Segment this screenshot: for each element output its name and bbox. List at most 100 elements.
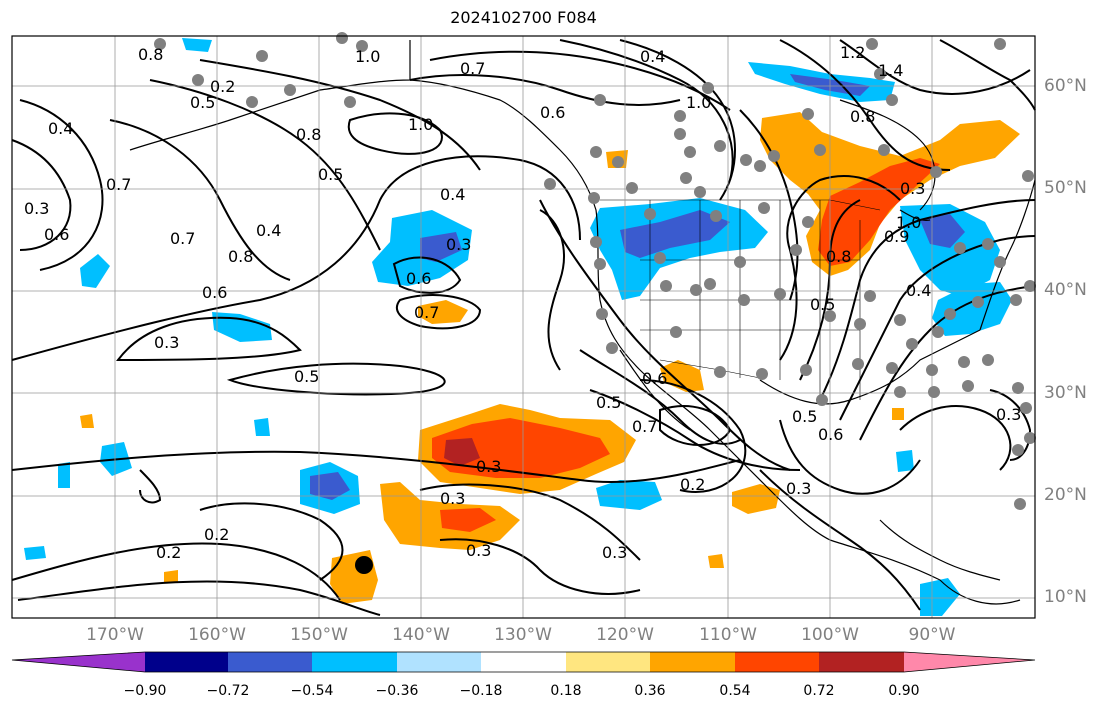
colorbar-segment: [735, 652, 819, 672]
contour-line: [199, 59, 481, 171]
lon-label: 160°W: [188, 625, 246, 645]
contour-line: [589, 389, 801, 471]
contour-label: 0.8: [138, 45, 163, 64]
contour-line: [11, 450, 741, 483]
contour-label: 0.3: [440, 489, 465, 508]
colorbar-segment: [228, 652, 312, 672]
coastline-greatlakes: [899, 209, 931, 221]
colorbar-tick-label: 0.18: [550, 683, 582, 699]
coastline-central-america: [879, 519, 1001, 581]
contour-label: 1.2: [840, 43, 865, 62]
contour-line: [939, 39, 1036, 111]
contour-line: [539, 209, 565, 371]
shade-blue-east-us-core: [920, 214, 965, 248]
contour-lines-layer: [11, 39, 1036, 616]
shade-blue-pacific-mid-core: [420, 232, 462, 262]
contour-label: 0.7: [106, 175, 131, 194]
contour-label: 0.8: [850, 107, 875, 126]
contour-label: 0.3: [786, 479, 811, 498]
shade-blue-subtrop-3: [24, 546, 46, 560]
contour-label: 0.6: [202, 283, 227, 302]
shade-blue-subtrop-2: [58, 462, 70, 488]
lon-label: 120°W: [596, 625, 654, 645]
contour-label: 0.6: [406, 269, 431, 288]
contour-line: [11, 139, 72, 251]
shade-blue-west-pacific-2: [80, 254, 110, 288]
contour-label: 0.4: [640, 47, 665, 66]
contour-label: 0.7: [632, 417, 657, 436]
contour-label: 0.4: [440, 185, 465, 204]
colorbar-tick-label: 0.90: [888, 683, 920, 699]
contour-label: 0.5: [596, 393, 621, 412]
colorbar-segment: [312, 652, 397, 672]
contour-line: [149, 79, 381, 251]
shade-blue-subtrop-4: [254, 418, 270, 436]
lon-label: 130°W: [494, 625, 552, 645]
colorbar-tick-label: −0.36: [375, 683, 419, 699]
contour-label: 0.6: [44, 225, 69, 244]
lat-label: 50°N: [1044, 178, 1087, 198]
colorbar-tick-label: −0.90: [123, 683, 167, 699]
lat-label: 20°N: [1044, 485, 1087, 505]
shade-blue-gulf-small: [182, 38, 212, 52]
contour-labels-layer: 0.8 1.0 0.7 0.4 1.2 1.4 0.5 0.6 0.4 0.8 …: [24, 43, 1021, 562]
contour-label: 0.7: [414, 303, 439, 322]
contour-line: [347, 112, 443, 155]
lon-label: 100°W: [801, 625, 859, 645]
shade-blue-hawaii-n-core: [310, 472, 350, 500]
contour-label: 0.6: [540, 103, 565, 122]
shaded-anomaly-layer: [24, 38, 1020, 616]
shade-blue-gulf: [896, 450, 914, 472]
contour-label: 0.2: [156, 543, 181, 562]
coastline-gulf: [759, 329, 981, 405]
contour-label: 0.4: [256, 221, 281, 240]
contour-label: 0.3: [154, 333, 179, 352]
colorbar-tick-label: 0.54: [719, 683, 751, 699]
contour-line: [899, 405, 1012, 471]
coastline-baja: [619, 349, 691, 431]
colorbar-segment: [566, 652, 650, 672]
contour-line: [439, 538, 641, 595]
contour-label: 0.8: [296, 125, 321, 144]
shade-orange-south: [708, 554, 724, 568]
colorbar-tick-label: 0.36: [634, 683, 666, 699]
contour-label: 0.8: [826, 247, 851, 266]
contour-label: 0.2: [204, 525, 229, 544]
lon-label: 140°W: [392, 625, 450, 645]
lat-label: 40°N: [1044, 280, 1087, 300]
shade-blue-west-pacific-1: [212, 312, 272, 342]
colorbar-outline: [11, 651, 1036, 673]
lon-label: 170°W: [86, 625, 144, 645]
colorbar-segment: [650, 652, 735, 672]
contour-label: 0.2: [680, 475, 705, 494]
shade-blue-canada-west-core: [620, 210, 730, 258]
colorbar-tick-label: 0.72: [803, 683, 835, 699]
contour-label: 0.3: [24, 199, 49, 218]
contour-line: [19, 99, 104, 271]
coastline-hudson: [839, 99, 936, 211]
contour-line: [819, 199, 1036, 401]
contour-label: 0.5: [792, 407, 817, 426]
contour-label: 0.5: [810, 295, 835, 314]
coastline-east: [979, 179, 1036, 331]
contour-line: [559, 39, 734, 181]
contour-label: 0.3: [466, 541, 491, 560]
contour-line: [579, 349, 741, 445]
shade-orange-pacific-small-1: [418, 300, 468, 324]
contour-label: 0.4: [48, 119, 73, 138]
contour-line: [659, 405, 732, 446]
colorbar-segment: [397, 652, 481, 672]
colorbar-tick-label: −0.54: [290, 683, 334, 699]
contour-label: 0.5: [190, 93, 215, 112]
contour-line: [109, 119, 291, 281]
shade-red-hawaii-e: [440, 508, 496, 532]
shade-blue-south-mexico: [920, 578, 960, 616]
contour-label: 1.0: [355, 47, 380, 66]
colorbar: [11, 651, 1036, 673]
contour-line: [989, 389, 1032, 461]
shade-orange-mexico: [732, 484, 780, 514]
contour-line: [619, 39, 736, 201]
colorbar-arrow-left: [12, 652, 145, 672]
contour-label: 0.3: [996, 405, 1021, 424]
